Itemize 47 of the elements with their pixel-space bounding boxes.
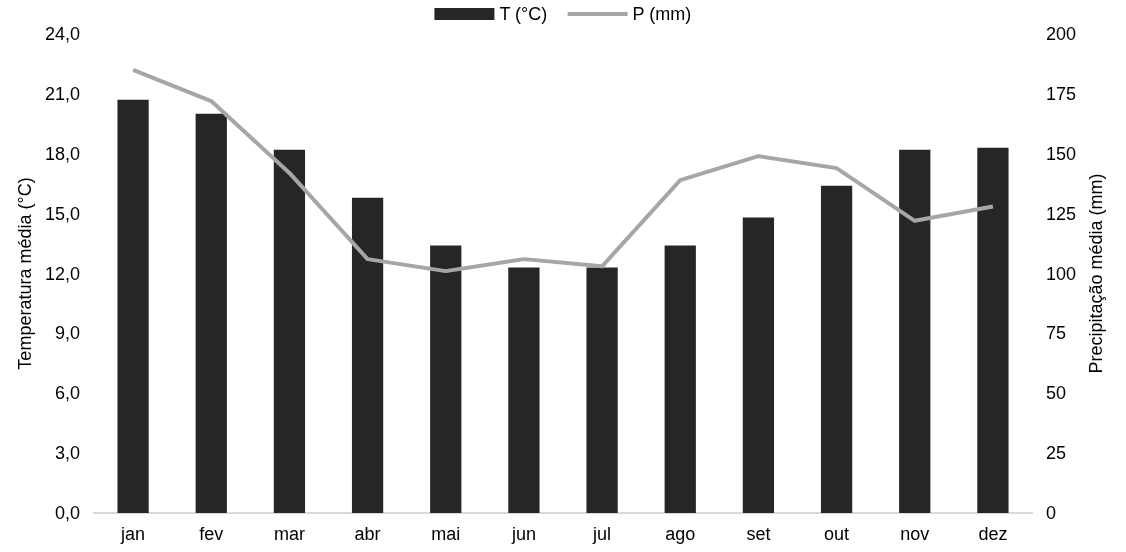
y-tick-label: 0,0 xyxy=(54,503,80,523)
legend-label: T (°C) xyxy=(499,4,548,24)
bar xyxy=(977,147,1009,513)
y2-axis-title: Precipitação média (mm) xyxy=(1085,173,1106,374)
y-tick-label: 24,0 xyxy=(44,24,80,44)
bar xyxy=(117,99,149,513)
y-tick-label: 3,0 xyxy=(54,443,80,464)
bar xyxy=(430,245,462,513)
bar xyxy=(508,267,540,513)
bar xyxy=(273,149,306,513)
x-tick-label: dez xyxy=(978,524,1008,544)
y2-tick-label: 175 xyxy=(1046,83,1077,104)
y2-tick-label: 0 xyxy=(1046,503,1057,523)
y-tick-label: 18,0 xyxy=(44,143,80,164)
y-tick-label: 9,0 xyxy=(54,323,80,344)
y2-tick-label: 75 xyxy=(1046,323,1067,344)
x-tick-label: fev xyxy=(199,524,224,544)
line-series xyxy=(131,67,995,274)
x-tick-label: set xyxy=(746,524,771,544)
x-tick-label: nov xyxy=(900,524,930,544)
y2-tick-label: 200 xyxy=(1046,24,1077,44)
y-tick-label: 12,0 xyxy=(44,263,80,284)
y-tick-label: 21,0 xyxy=(44,83,80,104)
y-tick-label: 6,0 xyxy=(54,383,80,404)
legend-label: P (mm) xyxy=(632,4,692,24)
y2-tick-label: 25 xyxy=(1046,443,1067,464)
y2-tick-label: 125 xyxy=(1046,203,1077,224)
bar xyxy=(195,113,227,513)
x-tick-label: out xyxy=(824,524,850,544)
x-tick-label: jun xyxy=(510,524,536,544)
x-tick-label: jan xyxy=(120,524,146,544)
x-tick-label: mar xyxy=(273,524,305,544)
x-tick-label: abr xyxy=(354,524,381,544)
bar xyxy=(351,197,384,513)
x-tick-label: jul xyxy=(592,524,612,544)
bar xyxy=(820,185,853,513)
bar xyxy=(742,217,775,513)
bar xyxy=(664,245,696,513)
y2-tick-label: 150 xyxy=(1046,143,1077,164)
x-tick-label: ago xyxy=(665,524,696,544)
y-tick-label: 15,0 xyxy=(44,203,80,224)
y2-tick-label: 100 xyxy=(1046,263,1077,284)
y2-tick-label: 50 xyxy=(1046,383,1067,404)
bar xyxy=(899,149,931,513)
y-axis-title: Temperatura média (°C) xyxy=(15,177,36,370)
bar xyxy=(586,267,618,513)
x-tick-label: mai xyxy=(431,524,461,544)
